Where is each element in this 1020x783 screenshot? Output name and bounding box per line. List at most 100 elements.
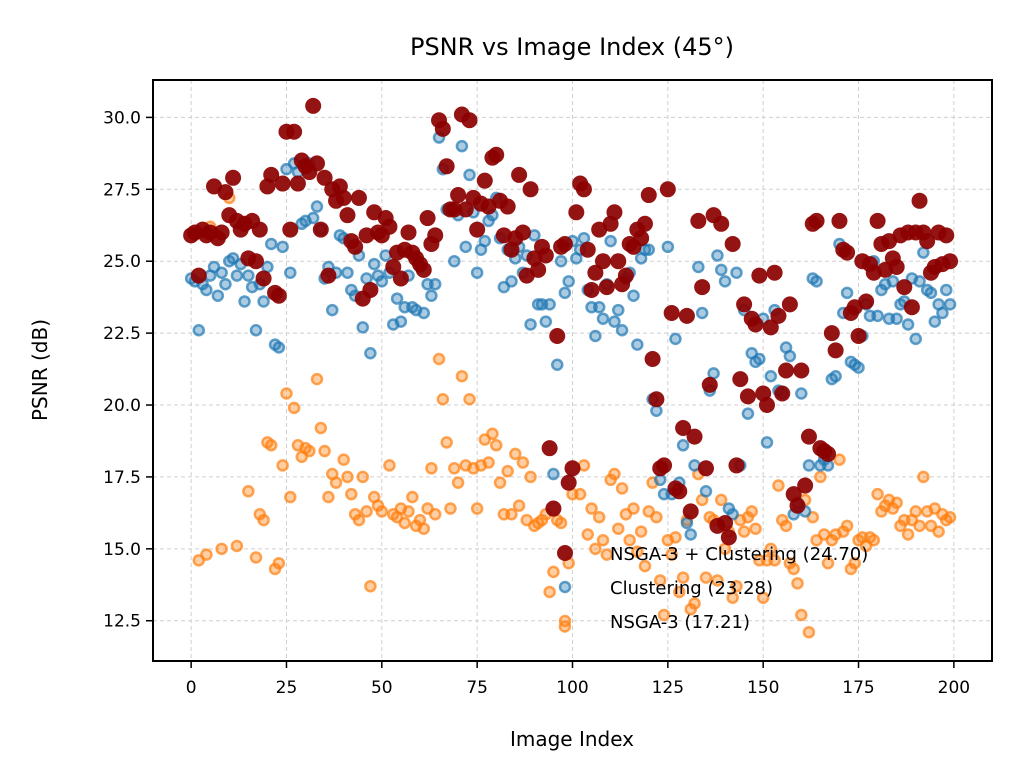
data-point: [663, 304, 680, 321]
data-point: [524, 318, 537, 331]
data-point: [562, 275, 575, 288]
data-point: [917, 246, 930, 259]
data-point: [631, 338, 644, 351]
data-point: [215, 542, 228, 556]
data-point: [432, 352, 446, 366]
data-point: [642, 243, 656, 256]
data-point: [318, 444, 331, 458]
data-point: [550, 358, 564, 371]
data-point: [303, 444, 316, 458]
data-point: [514, 224, 531, 241]
data-point: [448, 462, 461, 475]
data-point: [434, 120, 451, 137]
data-point: [341, 470, 354, 484]
y-tick-label: 25.0: [103, 252, 141, 272]
data-point: [829, 370, 842, 383]
data-point: [575, 181, 592, 198]
data-point: [350, 189, 367, 206]
data-point: [577, 231, 591, 245]
data-point: [627, 289, 640, 302]
data-point: [848, 556, 861, 570]
data-point: [419, 210, 436, 227]
data-point: [573, 487, 587, 501]
data-point: [375, 275, 389, 288]
data-point: [686, 428, 703, 445]
data-point: [745, 505, 758, 518]
data-point: [337, 453, 350, 466]
data-point: [406, 490, 419, 504]
data-point: [901, 318, 915, 331]
legend-marker: [558, 614, 572, 628]
data-point: [913, 519, 926, 533]
data-point: [656, 457, 673, 474]
data-point: [589, 329, 602, 343]
data-point: [690, 212, 707, 229]
data-point: [714, 263, 728, 277]
data-point: [230, 269, 244, 282]
data-point: [272, 556, 286, 570]
data-point: [890, 496, 903, 510]
y-tick-label: 27.5: [103, 180, 141, 200]
data-point: [539, 315, 553, 328]
data-point: [352, 513, 366, 527]
data-point: [596, 533, 610, 547]
data-point: [217, 184, 234, 201]
y-tick-label: 15.0: [103, 540, 141, 560]
data-point: [274, 175, 291, 192]
data-point: [257, 513, 270, 527]
data-point: [644, 350, 661, 367]
data-point: [545, 500, 562, 517]
data-point: [701, 376, 718, 393]
data-point: [831, 212, 848, 229]
data-point: [417, 306, 431, 320]
data-point: [264, 439, 278, 452]
data-point: [249, 551, 263, 564]
data-point: [764, 370, 778, 383]
data-point: [356, 321, 369, 334]
data-point: [890, 312, 903, 325]
data-point: [640, 187, 657, 204]
data-point: [543, 585, 556, 599]
data-point: [665, 548, 678, 561]
data-point: [627, 502, 640, 515]
data-point: [631, 545, 644, 558]
data-point: [463, 168, 476, 182]
data-point: [505, 508, 518, 521]
data-point: [394, 315, 408, 328]
data-point: [488, 146, 505, 163]
data-point: [364, 579, 377, 593]
data-point: [530, 261, 547, 278]
data-point: [516, 456, 530, 469]
data-point: [287, 401, 301, 415]
data-point: [592, 300, 606, 314]
data-point: [509, 447, 522, 461]
data-point: [398, 516, 411, 530]
data-point: [537, 247, 554, 264]
y-tick-label: 22.5: [103, 324, 141, 344]
data-point: [448, 254, 461, 268]
data-point: [840, 519, 854, 533]
data-point: [608, 315, 621, 328]
data-point: [634, 525, 648, 538]
y-tick-label: 20.0: [103, 396, 141, 416]
data-point: [238, 295, 251, 308]
data-point: [821, 459, 835, 472]
x-axis-label: Image Index: [510, 727, 634, 751]
data-point: [451, 476, 465, 489]
data-point: [612, 522, 625, 535]
data-point: [867, 533, 881, 547]
data-point: [699, 571, 713, 584]
data-point: [276, 240, 289, 254]
data-point: [242, 269, 255, 282]
data-point: [678, 307, 695, 324]
x-tick-label: 100: [556, 678, 588, 698]
data-point: [717, 514, 734, 531]
data-point: [714, 493, 728, 507]
x-tick-label: 150: [747, 678, 779, 698]
data-point: [768, 554, 781, 567]
data-point: [263, 166, 280, 183]
data-point: [581, 528, 595, 541]
data-point: [364, 346, 377, 360]
data-point: [726, 591, 739, 604]
data-point: [756, 591, 770, 604]
